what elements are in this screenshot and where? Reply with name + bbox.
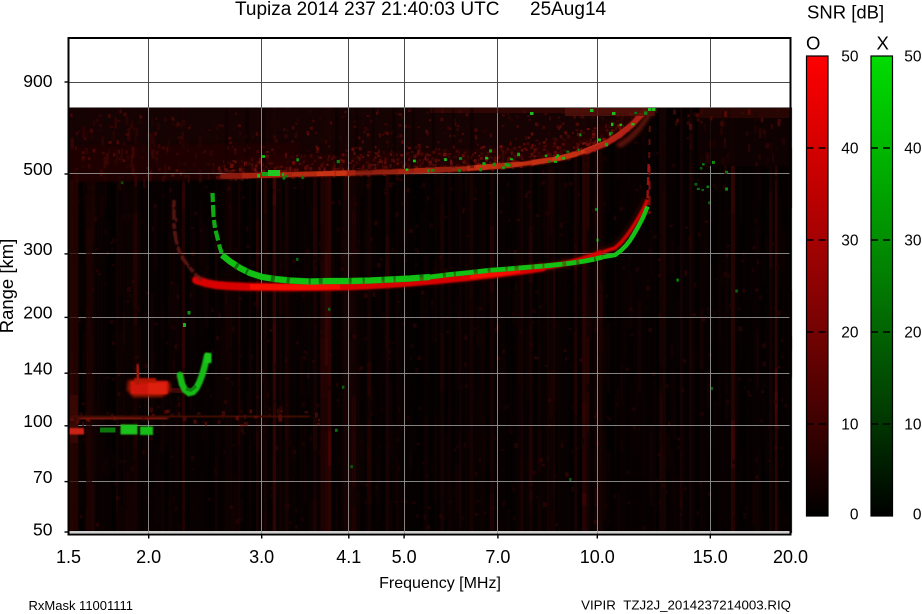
svg-text:0: 0 [913, 507, 922, 524]
svg-text:40: 40 [841, 141, 859, 158]
svg-text:20: 20 [904, 325, 922, 342]
svg-text:4.1: 4.1 [336, 547, 361, 567]
svg-text:SNR [dB]: SNR [dB] [807, 2, 884, 23]
svg-text:VIPIR TZJ2J_2014237214003.RIQ: VIPIR TZJ2J_2014237214003.RIQ [581, 598, 791, 613]
svg-text:70: 70 [33, 467, 53, 487]
svg-text:0: 0 [850, 507, 859, 524]
svg-text:X: X [877, 33, 889, 54]
svg-text:Tupiza 2014 237 21:40:03 UTC: Tupiza 2014 237 21:40:03 UTC [235, 0, 499, 20]
svg-text:Range [km]: Range [km] [0, 239, 17, 334]
svg-text:140: 140 [23, 358, 52, 378]
svg-text:50: 50 [904, 49, 922, 66]
svg-text:25Aug14: 25Aug14 [530, 0, 607, 20]
svg-text:30: 30 [841, 233, 859, 250]
svg-text:500: 500 [23, 159, 52, 179]
svg-text:20: 20 [841, 325, 859, 342]
svg-text:100: 100 [23, 411, 52, 431]
svg-text:20.0: 20.0 [773, 547, 808, 567]
svg-text:300: 300 [23, 239, 52, 259]
svg-text:2.0: 2.0 [136, 547, 161, 567]
svg-text:200: 200 [23, 303, 52, 323]
svg-text:5.0: 5.0 [392, 547, 417, 567]
svg-text:7.0: 7.0 [485, 547, 510, 567]
svg-text:O: O [806, 33, 820, 54]
svg-text:RxMask 11001111: RxMask 11001111 [29, 598, 134, 613]
svg-text:30: 30 [904, 233, 922, 250]
svg-text:10: 10 [904, 417, 922, 434]
svg-text:10.0: 10.0 [580, 547, 615, 567]
svg-text:50: 50 [33, 520, 53, 540]
svg-text:Frequency [MHz]: Frequency [MHz] [379, 575, 501, 592]
svg-text:10: 10 [841, 417, 859, 434]
svg-text:50: 50 [841, 49, 859, 66]
svg-text:40: 40 [904, 141, 922, 158]
svg-text:15.0: 15.0 [693, 547, 728, 567]
svg-text:900: 900 [23, 71, 52, 91]
svg-text:3.0: 3.0 [249, 547, 274, 567]
svg-text:1.5: 1.5 [56, 547, 81, 567]
